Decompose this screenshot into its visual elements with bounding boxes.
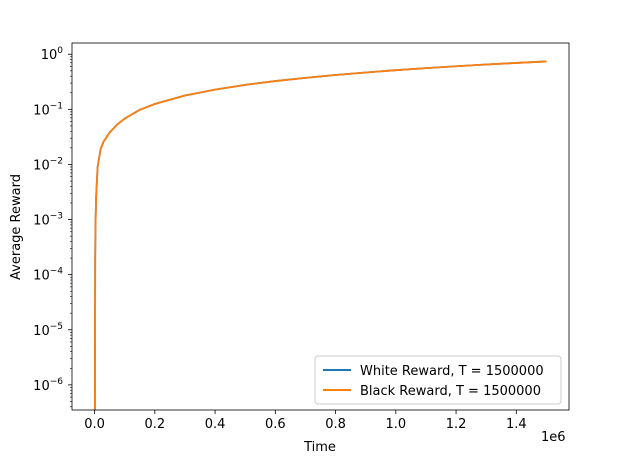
legend: White Reward, T = 1500000 Black Reward, …	[314, 355, 562, 405]
series-line-1	[93, 60, 547, 410]
y-tick-label: 10−4	[33, 267, 63, 284]
y-tick-label: 10−3	[33, 212, 63, 229]
plot-area	[72, 43, 569, 410]
series-layer	[93, 60, 547, 410]
x-tick-label: 0.8	[325, 417, 346, 432]
x-tick-label: 0.6	[265, 417, 286, 432]
y-axis-title: Average Reward	[9, 174, 24, 280]
y-tick-label: 100	[41, 46, 64, 63]
x-axis: 0.0 0.2 0.4 0.6 0.8 1.0 1.2 1.4	[84, 410, 527, 432]
legend-label-white: White Reward, T = 1500000	[360, 364, 544, 379]
x-tick-label: 0.2	[144, 417, 165, 432]
x-tick-label: 1.0	[385, 417, 406, 432]
x-tick-label: 1.4	[506, 417, 527, 432]
legend-label-black: Black Reward, T = 1500000	[360, 384, 541, 399]
legend-box	[314, 355, 562, 405]
plot-frame	[71, 42, 570, 411]
x-tick-label: 0.0	[84, 417, 105, 432]
y-axis: 10−6 10−5 10−4 10−3 10−2 10−1 100	[33, 46, 72, 408]
y-tick-label: 10−1	[33, 101, 63, 118]
x-offset-label: 1e6	[541, 430, 566, 445]
y-tick-label: 10−6	[33, 377, 63, 394]
y-tick-label: 10−2	[33, 156, 63, 173]
x-tick-label: 1.2	[446, 417, 467, 432]
x-axis-title: Time	[303, 440, 336, 455]
x-tick-label: 0.4	[205, 417, 226, 432]
y-tick-label: 10−5	[33, 322, 63, 339]
